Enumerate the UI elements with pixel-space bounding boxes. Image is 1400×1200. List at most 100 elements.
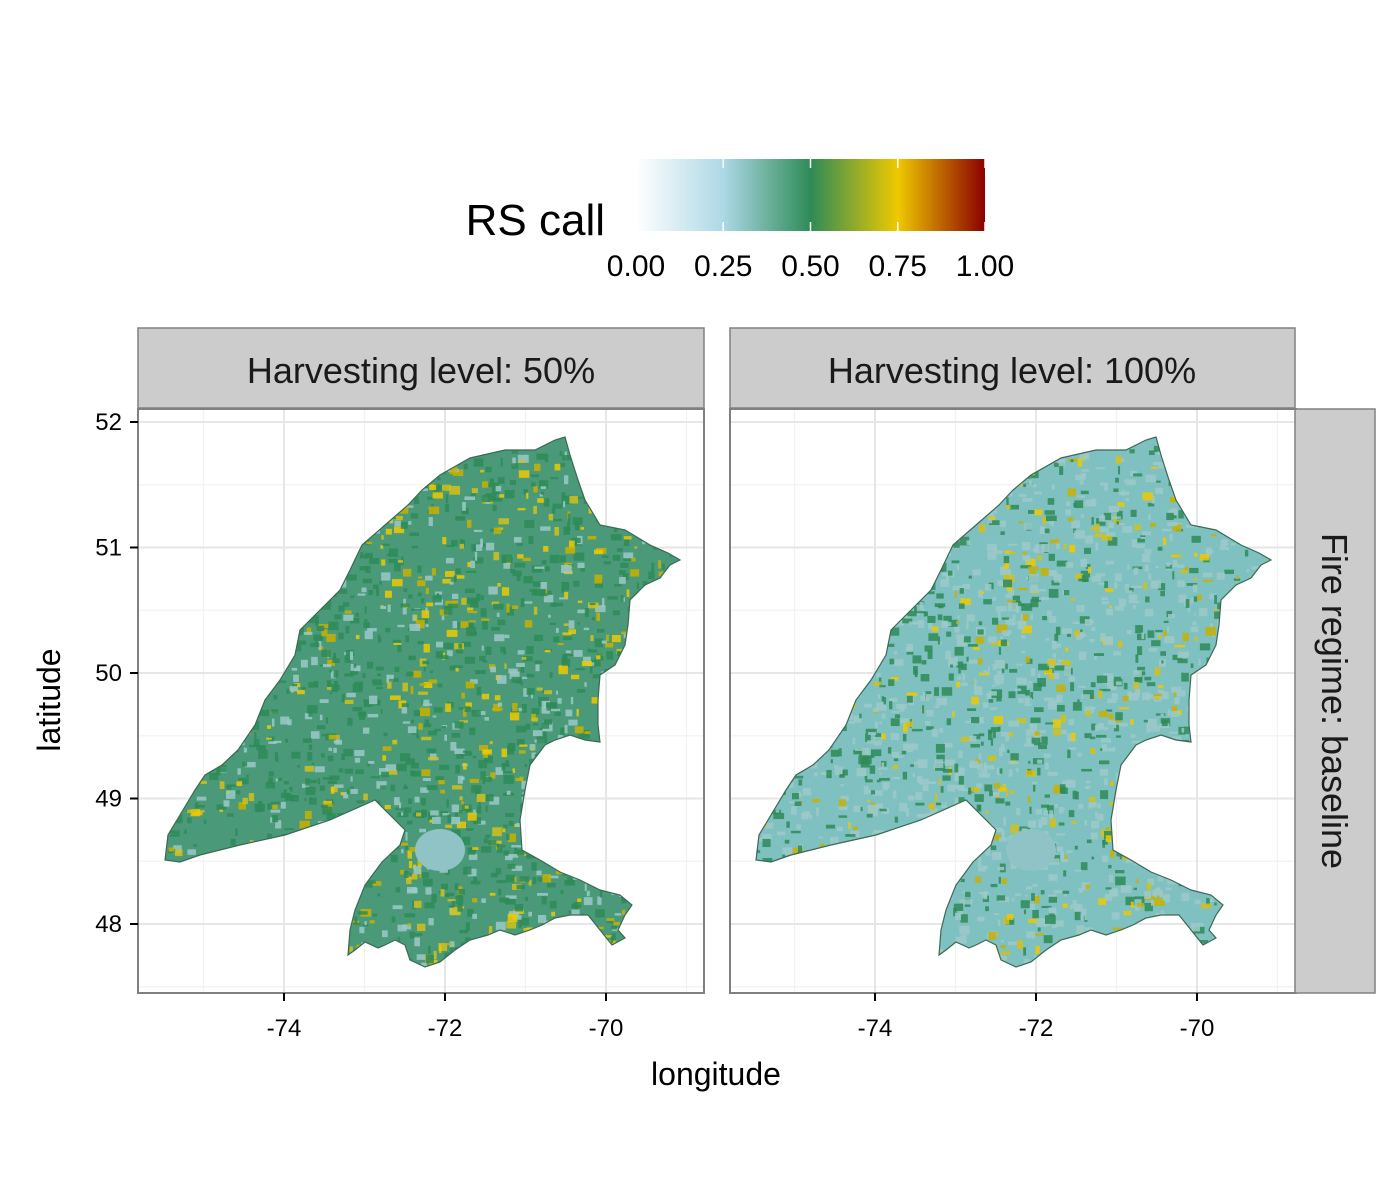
raster-cell <box>1091 723 1096 731</box>
raster-cell <box>357 593 366 596</box>
raster-cell <box>461 751 473 756</box>
raster-cell <box>978 621 983 626</box>
raster-cell <box>469 624 475 629</box>
raster-cell <box>1089 527 1097 530</box>
raster-cell <box>1073 630 1081 637</box>
raster-cell <box>599 889 603 898</box>
raster-cell <box>1105 588 1114 593</box>
raster-cell <box>493 603 504 610</box>
raster-cell <box>636 582 640 590</box>
raster-cell <box>1055 626 1061 636</box>
raster-cell <box>1012 614 1016 622</box>
raster-cell <box>289 686 299 692</box>
raster-cell <box>926 591 935 595</box>
raster-cell <box>892 765 899 770</box>
raster-cell <box>906 651 914 655</box>
raster-cell <box>487 497 496 502</box>
raster-cell <box>485 794 494 802</box>
raster-cell <box>1090 707 1096 710</box>
raster-cell <box>397 624 405 628</box>
raster-cell <box>893 659 904 666</box>
raster-cell <box>273 695 278 700</box>
raster-cell <box>926 726 934 730</box>
raster-cell <box>428 679 438 684</box>
raster-cell <box>1085 780 1091 784</box>
raster-cell <box>1056 694 1063 703</box>
raster-cell <box>421 736 432 741</box>
raster-cell <box>921 660 927 665</box>
raster-cell <box>267 833 273 840</box>
raster-cell <box>950 570 955 578</box>
raster-cell <box>561 581 570 591</box>
raster-cell <box>1016 677 1028 685</box>
raster-cell <box>337 589 348 594</box>
raster-cell <box>330 786 335 794</box>
raster-cell <box>513 852 520 855</box>
raster-cell <box>975 876 982 884</box>
raster-cell <box>1125 896 1136 906</box>
raster-cell <box>1185 524 1197 528</box>
raster-cell <box>528 535 534 544</box>
raster-cell <box>360 552 364 557</box>
raster-cell <box>540 581 547 589</box>
raster-cell <box>1133 887 1138 891</box>
raster-cell <box>546 882 556 888</box>
raster-cell <box>1010 753 1019 761</box>
raster-cell <box>465 922 470 932</box>
raster-cell <box>605 642 614 648</box>
raster-cell <box>491 601 500 605</box>
raster-cell <box>440 889 445 897</box>
raster-cell <box>911 728 923 732</box>
raster-cell <box>1108 713 1114 723</box>
raster-cell <box>1129 692 1139 701</box>
raster-cell <box>502 824 508 829</box>
raster-cell <box>1150 466 1158 469</box>
raster-cell <box>948 619 958 627</box>
raster-cell <box>1095 573 1106 577</box>
raster-cell <box>381 771 389 778</box>
raster-cell <box>541 722 550 729</box>
raster-cell <box>877 693 881 699</box>
raster-cell <box>775 810 780 813</box>
raster-cell <box>369 920 375 924</box>
raster-cell <box>926 812 934 817</box>
raster-cell <box>399 753 411 762</box>
raster-cell <box>401 812 404 816</box>
raster-cell <box>452 665 463 669</box>
raster-cell <box>464 706 471 713</box>
raster-cell <box>571 909 580 918</box>
legend: RS call 0.00 0.25 0.50 0.75 1.00 <box>466 159 1014 283</box>
raster-cell <box>959 910 963 917</box>
raster-cell <box>541 560 547 565</box>
raster-cell <box>308 615 319 624</box>
raster-cell <box>401 703 409 708</box>
raster-cell <box>1024 523 1032 530</box>
raster-cell <box>1081 694 1090 700</box>
raster-cell <box>316 725 326 730</box>
raster-cell <box>481 693 490 700</box>
raster-cell <box>425 954 434 964</box>
raster-cell <box>1244 549 1249 557</box>
raster-cell <box>511 845 522 848</box>
raster-cell <box>1100 482 1106 486</box>
raster-cell <box>225 790 236 799</box>
raster-cell <box>978 524 986 533</box>
raster-cell <box>332 658 340 664</box>
raster-cell <box>969 760 979 768</box>
raster-cell <box>410 513 419 519</box>
raster-cell <box>489 478 495 484</box>
raster-cell <box>443 642 454 650</box>
raster-cell <box>273 740 282 744</box>
raster-cell <box>1065 509 1071 516</box>
raster-cell <box>471 544 476 552</box>
raster-cell <box>1172 736 1182 743</box>
raster-cell <box>274 752 278 761</box>
raster-cell <box>966 614 976 622</box>
raster-cell <box>412 770 421 777</box>
raster-cell <box>321 753 325 758</box>
raster-cell <box>1028 760 1031 764</box>
raster-cell <box>297 765 300 768</box>
raster-cell <box>1057 659 1065 663</box>
raster-cell <box>432 492 443 499</box>
raster-cell <box>952 785 964 789</box>
